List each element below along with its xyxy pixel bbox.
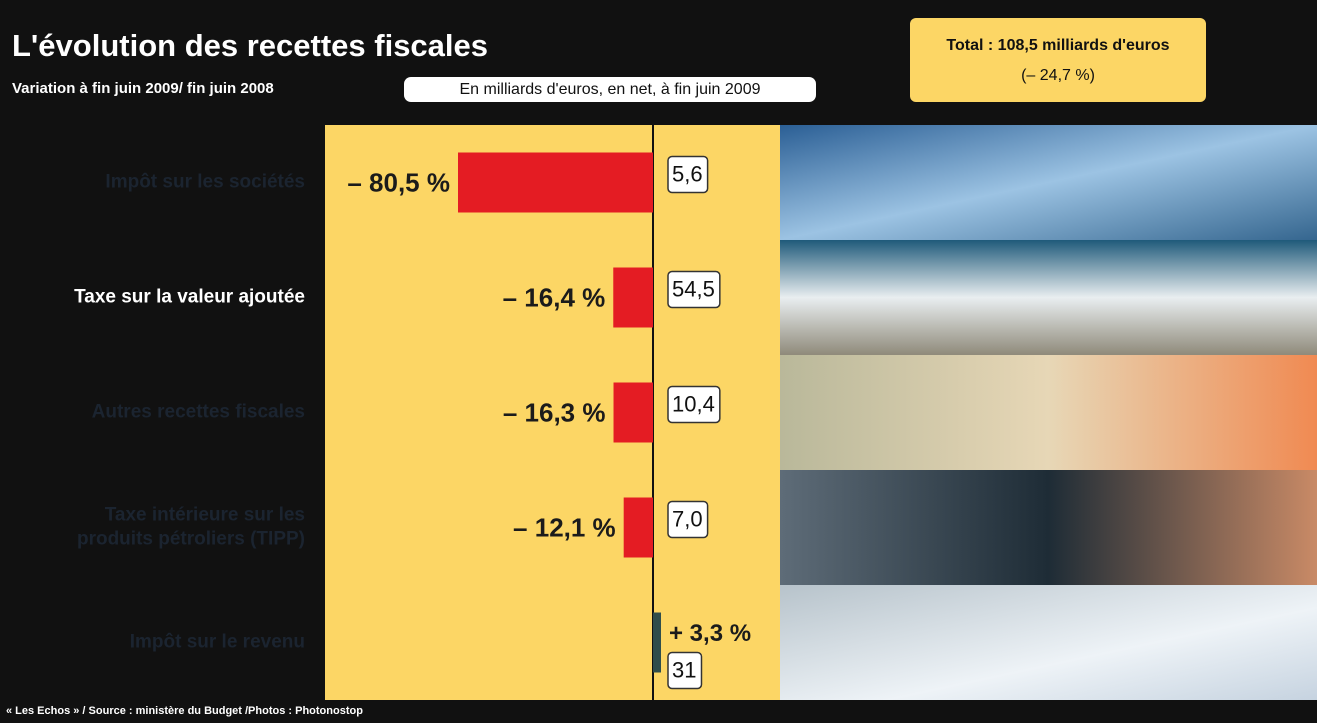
chart-title: L'évolution des recettes fiscales [12,28,488,63]
unit-note: En milliards d'euros, en net, à fin juin… [459,81,760,98]
value-label: – 80,5 % [347,167,450,197]
photo [780,470,1317,585]
bar [458,152,653,213]
amount-box [667,500,709,539]
total-box [910,18,1206,102]
category-label: Impôt sur les sociétés [105,172,305,193]
photo [780,585,1317,700]
total-change: (– 24,7 %) [1021,67,1095,84]
value-label: – 16,3 % [503,397,606,427]
amount-box [667,385,721,424]
amount-label: 7,0 [672,506,703,531]
amount-label: 54,5 [672,276,715,301]
value-label: – 16,4 % [503,282,606,312]
category-label: Autres recettes fiscales [92,402,305,423]
category-label: Taxe intérieure sur les produits pétrolie… [77,505,305,550]
value-label: – 12,1 % [513,512,616,542]
subtitle: Variation à fin juin 2009/ fin juin 2008 [12,80,274,97]
category-label: Taxe sur la valeur ajoutée [74,287,305,308]
value-label: + 3,3 % [669,620,751,647]
photo [780,125,1317,240]
bar [613,267,653,328]
amount-box [667,651,703,690]
unit-box [404,77,816,102]
bar [653,612,661,673]
bar [623,497,653,558]
amount-label: 10,4 [672,391,715,416]
amount-label: 31 [672,657,696,682]
source: « Les Echos » / Source : ministère du Bu… [6,705,363,717]
amount-label: 5,6 [672,161,703,186]
amount-box [667,155,709,194]
bar [613,382,653,443]
photo [780,355,1317,470]
photo [780,240,1317,355]
total-label: Total : 108,5 milliards d'euros [946,37,1169,54]
amount-box [667,270,721,309]
category-label: Impôt sur le revenu [130,632,305,653]
